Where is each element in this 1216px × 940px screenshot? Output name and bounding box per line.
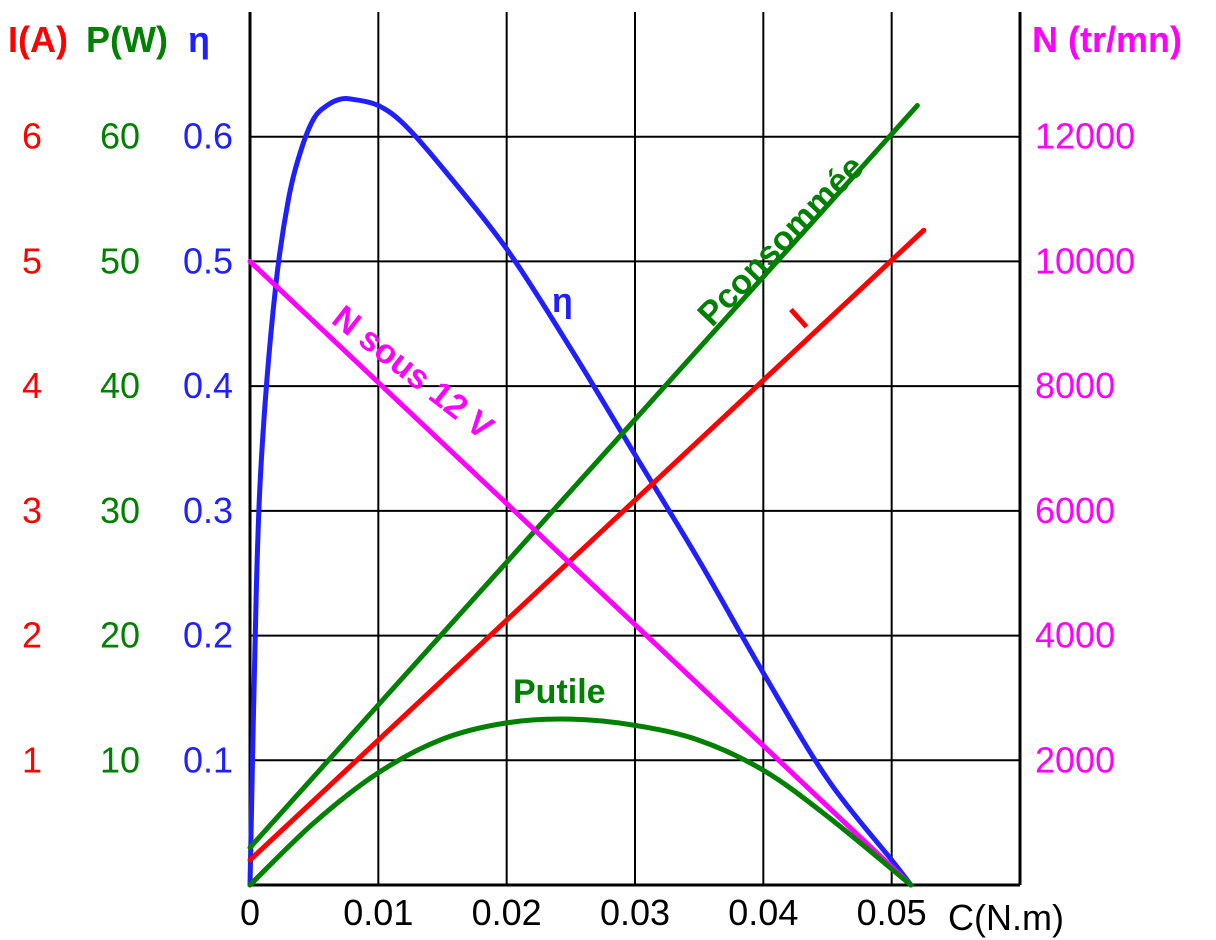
curve-label-efficiency: η: [552, 282, 573, 320]
series-line-1: [247, 103, 920, 851]
tick-label-I: 5: [22, 240, 42, 281]
tick-label-eta: 0.5: [183, 240, 233, 281]
tick-label-eta: 0.4: [183, 365, 233, 406]
tick-label-x: 0: [240, 892, 260, 933]
tick-label-x: 0.04: [728, 892, 798, 933]
tick-label-P: 40: [100, 365, 140, 406]
tick-label-x: 0.02: [472, 892, 542, 933]
x-axis-ticks: 0 0.01 0.02 0.03 0.04 0.05: [240, 892, 927, 933]
tick-label-N: 12000: [1035, 116, 1135, 157]
series-line-4: [247, 716, 914, 888]
tick-label-eta: 0.1: [183, 739, 233, 780]
tick-label-N: 4000: [1035, 615, 1115, 656]
tick-label-eta: 0.3: [183, 490, 233, 531]
curves: [247, 96, 927, 888]
tick-label-N: 8000: [1035, 365, 1115, 406]
tick-label-I: 6: [22, 116, 42, 157]
tick-label-P: 10: [100, 739, 140, 780]
tick-label-eta: 0.2: [183, 615, 233, 656]
tick-label-P: 60: [100, 116, 140, 157]
left-axes-ticks: 1 2 3 4 5 6 10 20 30 40 50 60 0.1 0.2 0.3 0.4 0.5 0.6: [22, 116, 233, 781]
series-line-3: [247, 258, 914, 888]
axis-title-efficiency: η: [188, 19, 210, 60]
tick-label-I: 2: [22, 615, 42, 656]
tick-label-x: 0.03: [600, 892, 670, 933]
tick-label-N: 10000: [1035, 240, 1135, 281]
tick-label-I: 4: [22, 365, 42, 406]
tick-label-I: 3: [22, 490, 42, 531]
curve-labels: η Pconsommée I N sous 12 V Putile: [325, 148, 871, 711]
tick-label-N: 2000: [1035, 739, 1115, 780]
tick-label-I: 1: [22, 739, 42, 780]
right-axis-ticks: 2000 4000 6000 8000 10000 12000: [1035, 116, 1135, 781]
series-line-0: [247, 96, 914, 888]
tick-label-P: 20: [100, 615, 140, 656]
curve-label-useful-power: Putile: [513, 673, 606, 711]
curve-label-speed: N sous 12 V: [325, 298, 501, 447]
axis-title-speed: N (tr/mn): [1032, 19, 1182, 60]
axis-titles: I(A) P(W) η N (tr/mn) C(N.m): [8, 19, 1182, 938]
tick-label-x: 0.05: [857, 892, 927, 933]
grid: [248, 12, 1022, 887]
series-line-2: [247, 227, 927, 863]
tick-label-x: 0.01: [343, 892, 413, 933]
tick-label-eta: 0.6: [183, 116, 233, 157]
tick-label-P: 50: [100, 240, 140, 281]
x-axis-title: C(N.m): [948, 897, 1064, 938]
curve-label-current: I: [783, 301, 815, 336]
tick-label-N: 6000: [1035, 490, 1115, 531]
axis-title-current: I(A): [8, 19, 68, 60]
axis-title-power: P(W): [86, 19, 168, 60]
tick-label-P: 30: [100, 490, 140, 531]
